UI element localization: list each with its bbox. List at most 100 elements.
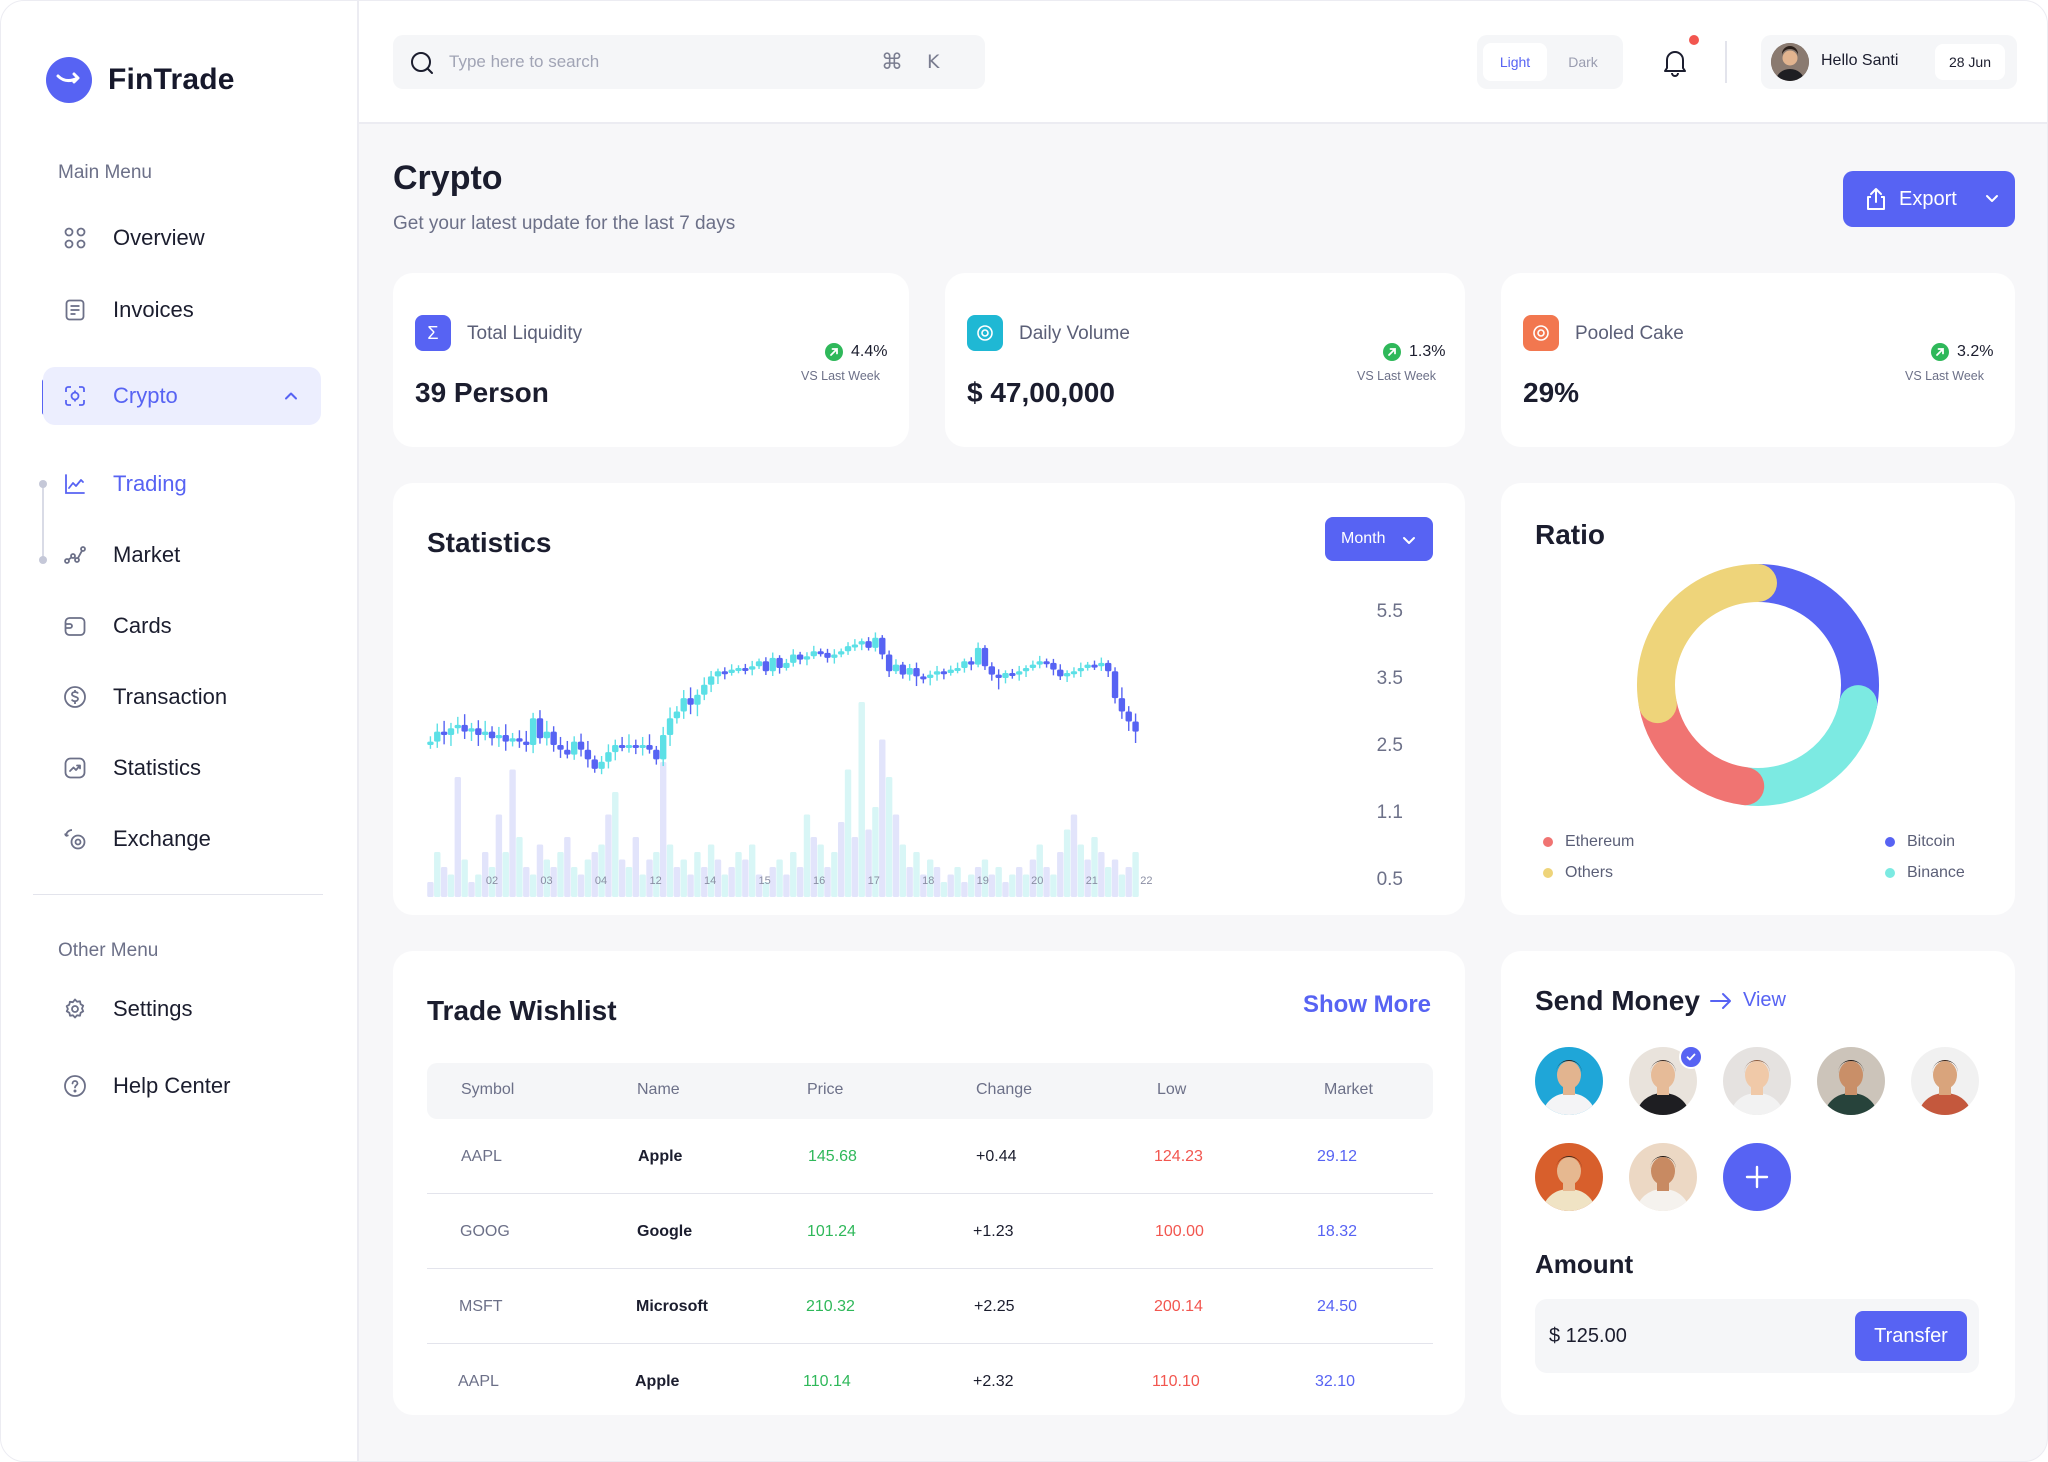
show-more-link[interactable]: Show More	[1303, 991, 1432, 1018]
sidebar-item-statistics[interactable]: Statistics	[43, 739, 321, 797]
volume-bar	[1050, 874, 1057, 897]
candle	[461, 714, 468, 739]
sidebar-item-market[interactable]: Market	[43, 526, 321, 584]
sidebar-item-invoices[interactable]: Invoices	[43, 281, 321, 339]
contact-avatar[interactable]	[1911, 1047, 1979, 1115]
sidebar-item-help-center[interactable]: Help Center	[43, 1057, 321, 1115]
legend-label: Bitcoin	[1907, 833, 1956, 850]
search-box[interactable]: ⌘ K	[393, 35, 985, 89]
column-header[interactable]: Price	[807, 1081, 844, 1098]
transfer-button[interactable]: Transfer	[1855, 1311, 1967, 1361]
volume-bar	[1070, 814, 1078, 897]
volume-bar	[933, 867, 941, 897]
volume-bar	[1132, 852, 1139, 897]
table-row[interactable]: AAPL Apple 145.68 +0.44 124.23 29.12	[427, 1119, 1433, 1194]
cell-price: 101.24	[807, 1223, 856, 1240]
contact-avatar[interactable]	[1629, 1143, 1697, 1211]
brand[interactable]: FinTrade	[46, 57, 235, 103]
column-header[interactable]: Change	[976, 1081, 1033, 1098]
legend-swatch	[1543, 837, 1553, 847]
candle	[468, 722, 475, 741]
amount-input[interactable]	[1549, 1319, 1829, 1353]
candle	[783, 658, 790, 671]
volume-bar	[1036, 844, 1043, 897]
trend-up-icon	[1931, 343, 1949, 361]
stat-compare: VS Last Week	[801, 369, 880, 383]
contact-avatar[interactable]	[1817, 1047, 1885, 1115]
sidebar-item-exchange[interactable]: Exchange	[43, 810, 321, 868]
volume-bar	[817, 844, 824, 897]
brand-name: FinTrade	[108, 63, 235, 96]
candle	[516, 730, 523, 748]
send-money-title: Send Money	[1535, 985, 1700, 1016]
period-dropdown[interactable]: Month	[1325, 517, 1433, 561]
sidebar-item-settings[interactable]: Settings	[43, 980, 321, 1038]
sidebar-item-crypto[interactable]: Crypto	[43, 367, 321, 425]
export-button[interactable]: Export	[1843, 171, 2015, 227]
stat-card-daily-volume: Daily Volume $ 47,00,000 1.3% VS Last We…	[945, 273, 1465, 447]
volume-bar	[646, 859, 653, 897]
chart-box-icon	[64, 757, 86, 779]
legend-item-ethereum: Ethereum	[1543, 833, 1634, 851]
candle	[974, 642, 982, 668]
user-menu[interactable]: Hello Santi 28 Jun	[1761, 35, 2017, 89]
volume-bar	[831, 852, 838, 897]
add-contact-button[interactable]	[1723, 1143, 1791, 1211]
topbar: ⌘ K Light Dark Hello Santi 28 Jun	[359, 1, 2047, 124]
volume-bar	[940, 882, 948, 897]
sidebar-item-label: Transaction	[113, 684, 228, 709]
candle	[968, 657, 975, 671]
candle	[701, 677, 708, 701]
volume-bar	[1125, 867, 1132, 897]
contact-avatar[interactable]	[1535, 1047, 1603, 1115]
search-input[interactable]	[449, 45, 829, 79]
sidebar-item-transaction[interactable]: Transaction	[43, 668, 321, 726]
volume-bar	[879, 739, 886, 897]
column-header[interactable]: Low	[1157, 1081, 1187, 1098]
candle	[769, 652, 776, 676]
column-header[interactable]: Name	[637, 1081, 680, 1098]
theme-dark-option[interactable]: Dark	[1568, 54, 1598, 70]
line-chart-icon	[65, 474, 85, 494]
contact-avatar[interactable]	[1723, 1047, 1791, 1115]
candle	[776, 655, 783, 674]
table-row[interactable]: AAPL Apple 110.14 +2.32 110.10 32.10	[427, 1344, 1433, 1419]
sidebar-item-overview[interactable]: Overview	[43, 209, 321, 267]
volume-bar	[694, 852, 701, 897]
y-tick-label: 5.5	[1377, 601, 1403, 622]
candle	[495, 726, 503, 747]
table-row[interactable]: MSFT Microsoft 210.32 +2.25 200.14 24.50	[427, 1269, 1433, 1344]
legend-swatch	[1885, 837, 1895, 847]
volume-bar	[844, 769, 852, 897]
volume-bar	[591, 852, 598, 897]
x-tick-label: 02	[486, 875, 498, 887]
volume-bar	[707, 844, 715, 897]
contact-avatar[interactable]	[1535, 1143, 1603, 1211]
candle	[1070, 667, 1078, 678]
cell-low: 200.14	[1154, 1298, 1203, 1315]
theme-light-option[interactable]: Light	[1483, 43, 1547, 81]
user-greeting: Hello Santi	[1821, 52, 1899, 69]
sidebar-item-trading[interactable]: Trading	[43, 455, 321, 513]
volume-bar	[687, 874, 694, 897]
candle	[447, 722, 455, 746]
candle	[536, 710, 544, 744]
column-header[interactable]: Symbol	[461, 1081, 515, 1098]
volume-bar	[1063, 829, 1071, 897]
volume-bar	[632, 837, 640, 897]
view-link[interactable]: View	[1709, 989, 1786, 1012]
column-header[interactable]: Market	[1324, 1081, 1373, 1098]
ratio-title: Ratio	[1535, 519, 1605, 550]
volume-bar	[523, 867, 530, 897]
candle	[659, 726, 667, 767]
sidebar-item-cards[interactable]: Cards	[43, 597, 321, 655]
table-row[interactable]: GOOG Google 101.24 +1.23 100.00 18.32	[427, 1194, 1433, 1269]
bell-icon[interactable]	[1661, 47, 1689, 77]
candle	[981, 645, 989, 670]
volume-bar	[906, 867, 913, 897]
brand-logo-icon	[46, 57, 92, 103]
stat-value: 39 Person	[415, 377, 549, 408]
x-tick-label: 18	[922, 875, 934, 887]
candle	[427, 736, 434, 749]
candle	[796, 651, 804, 665]
